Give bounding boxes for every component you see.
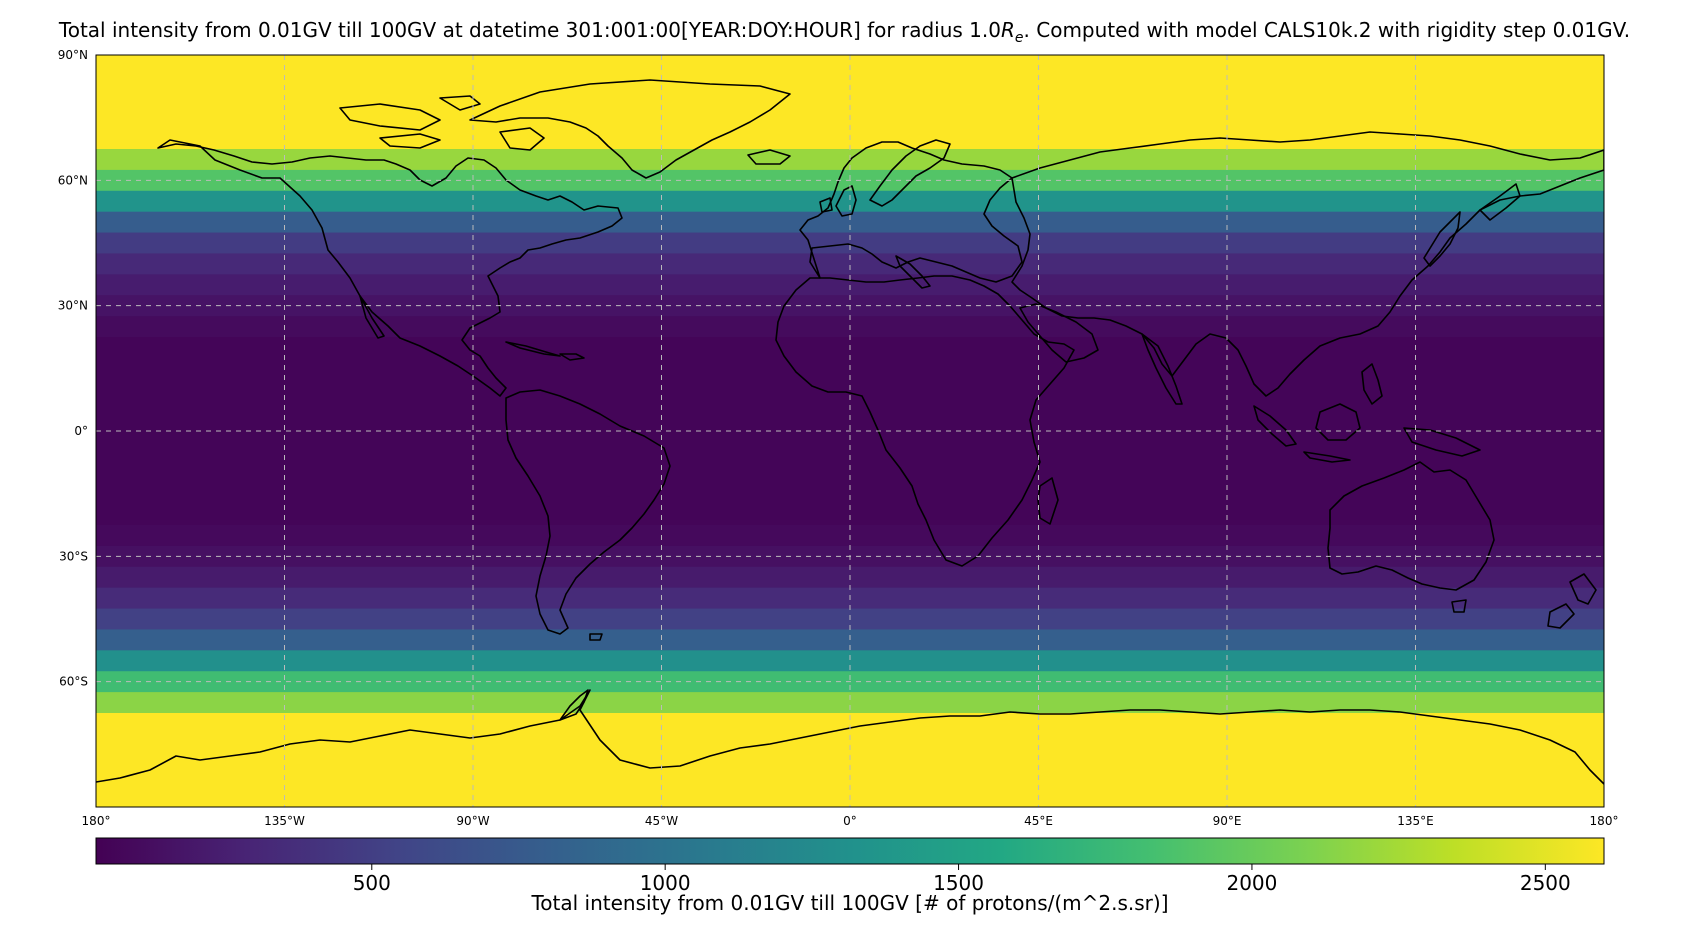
title-radius-symbol: R — [1001, 18, 1015, 42]
coastline-north-america — [157, 139, 623, 397]
colorbar-tick-label: 2500 — [1520, 871, 1571, 895]
coastline-italy — [895, 255, 931, 289]
coastline-arctic-islands — [339, 95, 545, 151]
coastline-cuba — [505, 341, 561, 357]
colorbar-tick-label: 500 — [353, 871, 391, 895]
coastline-asia — [1011, 131, 1604, 397]
longitude-tick-label: 45°E — [1024, 814, 1053, 828]
title-text: Total intensity from 0.01GV till 100GV a… — [58, 18, 1001, 42]
longitude-tick-label: 135°E — [1397, 814, 1434, 828]
map-frame — [95, 54, 1605, 808]
colorbar-tick-label: 2000 — [1226, 871, 1277, 895]
colorbar-tick-label: 1000 — [640, 871, 691, 895]
longitude-tick-label: 180° — [82, 814, 111, 828]
coastline-java — [1303, 451, 1351, 463]
coastline-africa — [775, 275, 1075, 567]
coastline-falklands — [589, 633, 603, 641]
coastline-baja — [359, 295, 385, 339]
latitude-tick-label: 30°N — [58, 299, 88, 313]
latitude-tick-label: 60°S — [59, 675, 88, 689]
coastline-hispaniola — [559, 353, 585, 361]
longitude-tick-label: 90°E — [1213, 814, 1242, 828]
coastline-madagascar — [1037, 477, 1059, 525]
latitude-tick-label: 60°N — [58, 173, 88, 187]
coastline-sumatra — [1253, 405, 1297, 447]
coastline-new-zealand — [1547, 573, 1597, 629]
colorbar-tick-label: 1500 — [933, 871, 984, 895]
title-text-end: . Computed with model CALS10k.2 with rig… — [1023, 18, 1631, 42]
gridlines — [96, 55, 1604, 807]
colorbar-label: Total intensity from 0.01GV till 100GV [… — [530, 891, 1168, 915]
longitude-tick-label: 135°W — [264, 814, 305, 828]
coastline-india — [1141, 333, 1183, 405]
longitude-ticks: 180° 135°W 90°W 45°W 0° 45°E 90°E 135°E 180° — [82, 814, 1619, 828]
coastline-greenland — [469, 79, 791, 179]
colorbar: 500 1000 1500 2000 2500 Total intensity from… — [95, 837, 1605, 915]
coastline-tasmania — [1451, 599, 1467, 613]
longitude-tick-label: 90°W — [456, 814, 489, 828]
coastline-philippines — [1361, 363, 1383, 405]
colorbar-gradient — [95, 837, 1605, 865]
latitude-tick-label: 30°S — [59, 549, 88, 563]
title-radius-subscript: e — [1014, 30, 1024, 46]
coastline-antarctic-peninsula — [559, 689, 589, 721]
coastline-britain — [819, 185, 857, 217]
latitude-tick-label: 90°N — [58, 48, 88, 62]
map-title: Total intensity from 0.01GV till 100GV a… — [0, 18, 1689, 46]
coastline-australia — [1327, 461, 1495, 591]
coastline-new-guinea — [1403, 427, 1481, 457]
coastline-japan — [1423, 211, 1461, 267]
coastline-south-america — [505, 389, 671, 635]
coastline-scandinavia — [869, 139, 951, 207]
coastline-kamchatka — [1479, 183, 1521, 221]
longitude-tick-label: 45°W — [645, 814, 678, 828]
longitude-tick-label: 0° — [843, 814, 857, 828]
coastlines — [96, 79, 1604, 785]
longitude-tick-label: 180° — [1590, 814, 1619, 828]
coastline-antarctica — [96, 689, 1604, 785]
colorbar-ticks: 500 1000 1500 2000 2500 — [353, 864, 1571, 895]
latitude-tick-label: 0° — [74, 424, 88, 438]
coastline-iceland — [747, 149, 791, 165]
coastline-borneo — [1315, 403, 1361, 441]
latitude-ticks: 90°N 60°N 30°N 0° 30°S 60°S — [58, 48, 88, 689]
coastline-europe — [799, 141, 1023, 283]
